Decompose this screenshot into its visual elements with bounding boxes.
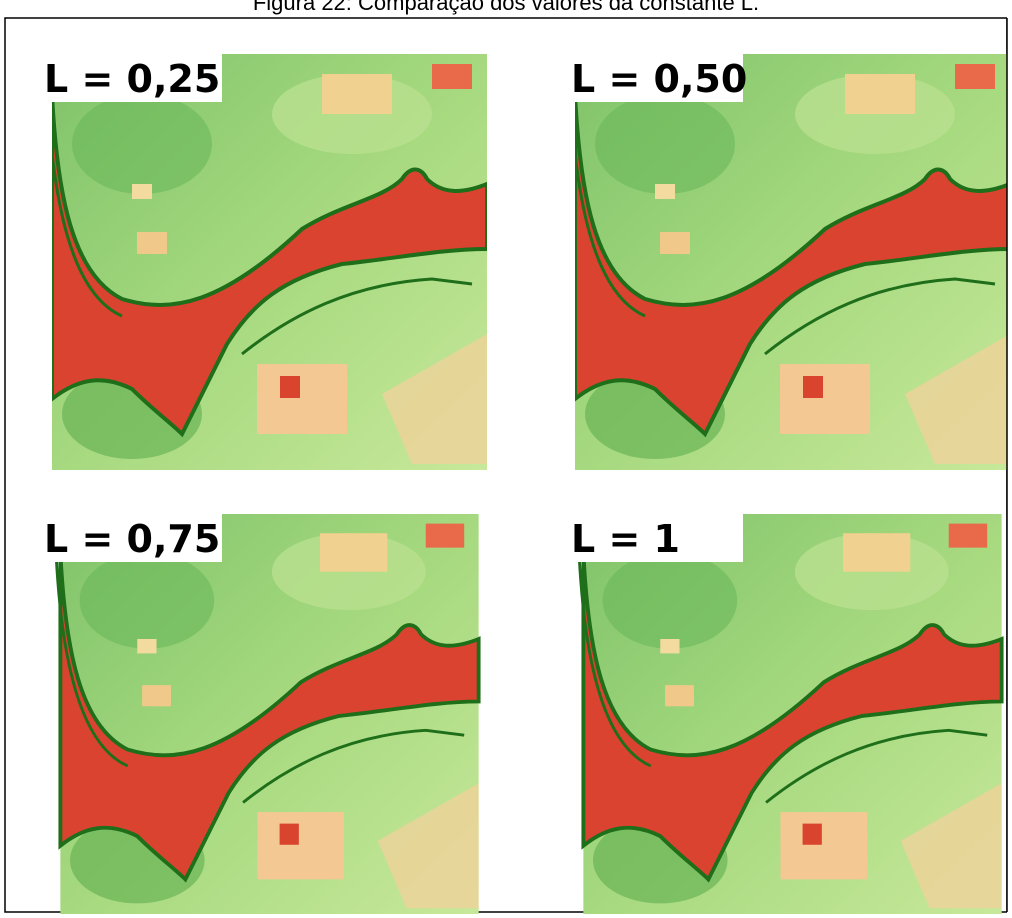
map-panel [570,54,1010,470]
panel-label: L = 1 [571,517,680,561]
map-panel [56,514,479,914]
map-panel [47,54,487,470]
panel-label: L = 0,75 [44,517,220,561]
page: Figura 22: Comparação dos valores da con… [0,0,1012,918]
caption: Figura 22: Comparação dos valores da con… [253,0,759,15]
panel-label: L = 0,25 [44,57,220,101]
panel-label: L = 0,50 [571,57,747,101]
figure: Figura 22: Comparação dos valores da con… [0,0,1012,918]
map-panel [579,514,1002,914]
